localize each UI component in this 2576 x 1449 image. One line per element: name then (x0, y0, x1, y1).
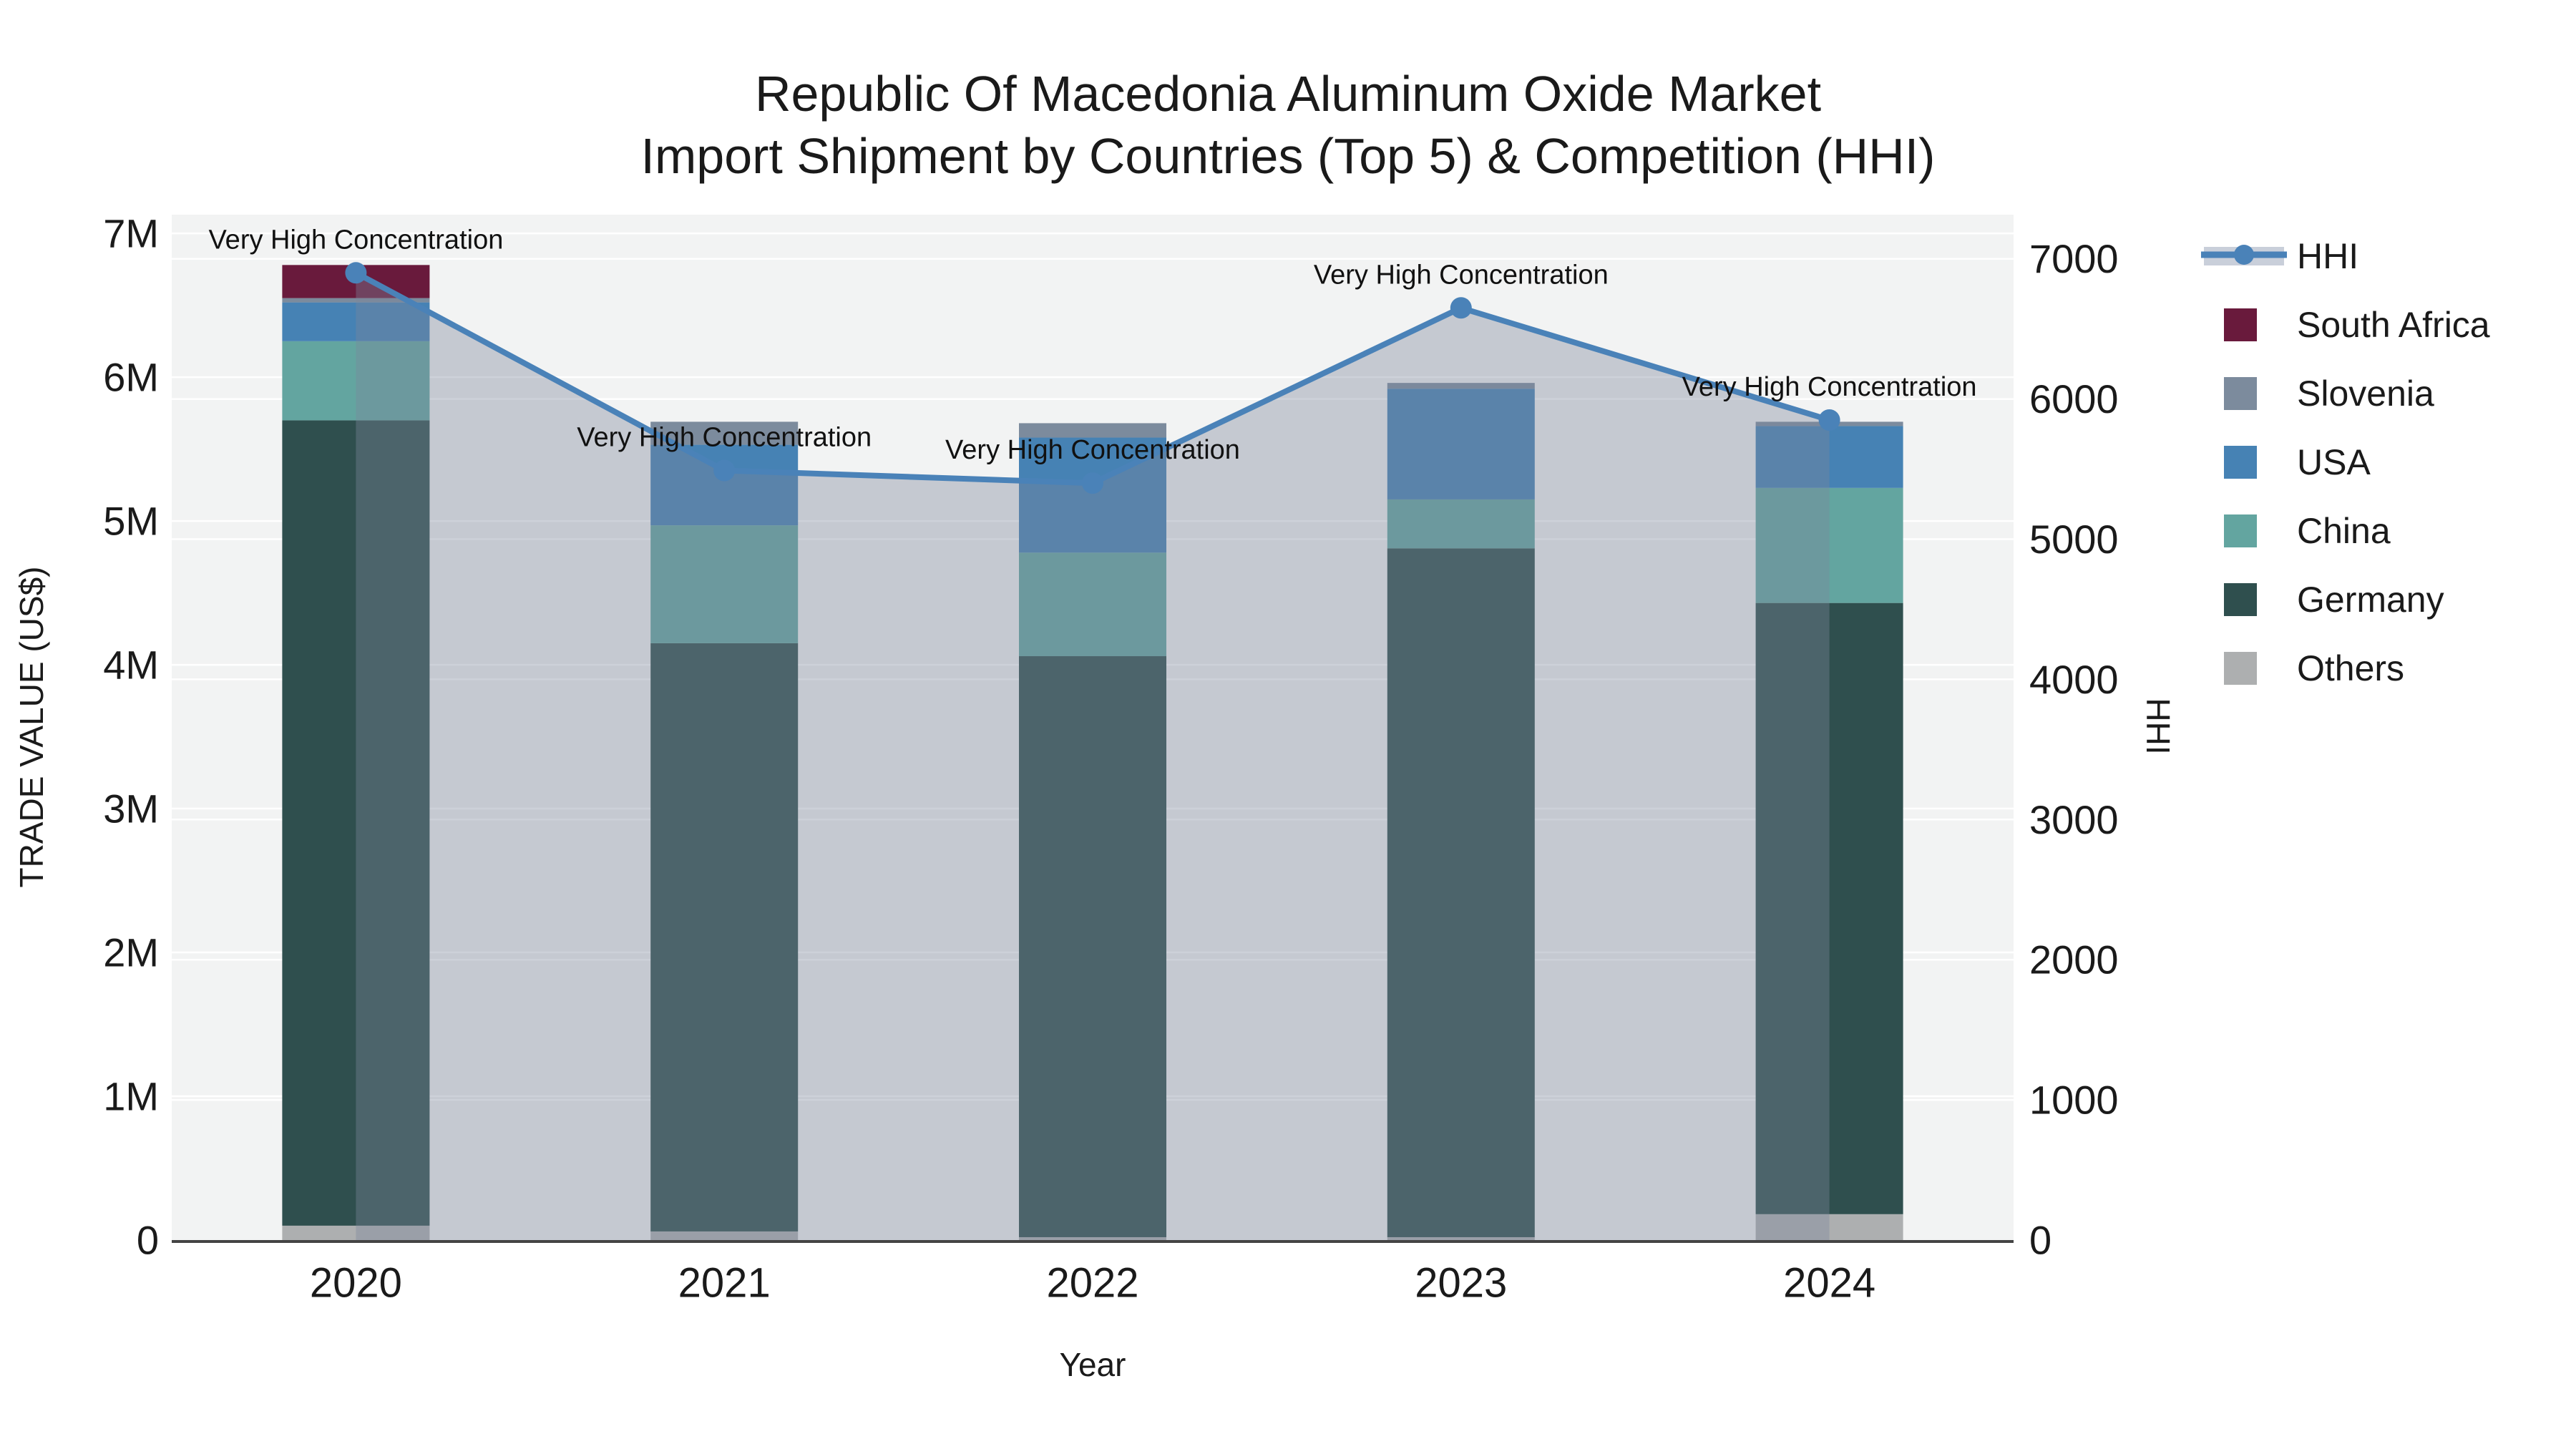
right-tick-5000: 5000 (2029, 517, 2119, 562)
plot-layer-line (345, 262, 1840, 494)
bar-2020-germany[interactable] (282, 420, 430, 1226)
legend-swatch-usa (2224, 446, 2257, 479)
bar-2021-others[interactable] (650, 1231, 799, 1240)
bar-2020-others[interactable] (282, 1225, 430, 1240)
hhi-legend-marker-icon (2234, 245, 2254, 265)
bar-2021-china[interactable] (650, 525, 799, 643)
annotation-2024: Very High Concentration (1682, 372, 1977, 402)
hhi-point-2020[interactable] (345, 262, 367, 284)
bar-2022-china[interactable] (1019, 552, 1166, 657)
annotation-2021: Very High Concentration (577, 423, 872, 453)
right-tick-2000: 2000 (2029, 937, 2119, 982)
hhi-point-2021[interactable] (713, 459, 736, 482)
legend-item-germany[interactable]: Germany (2224, 580, 2444, 620)
left-tick-2M: 2M (103, 930, 159, 975)
right-tick-4000: 4000 (2029, 657, 2119, 702)
right-tick-0: 0 (2029, 1218, 2051, 1263)
x-tick-2024: 2024 (1783, 1260, 1875, 1307)
bar-2024-germany[interactable] (1755, 602, 1903, 1214)
right-tick-6000: 6000 (2029, 376, 2119, 421)
legend-item-hhi[interactable]: HHI (2201, 236, 2358, 276)
left-tick-7M: 7M (103, 211, 159, 256)
left-tick-6M: 6M (103, 355, 159, 400)
legend-label-others: Others (2297, 648, 2404, 688)
bar-2023-germany[interactable] (1387, 548, 1535, 1237)
bar-2023-usa[interactable] (1387, 389, 1535, 499)
chart-title-line2: Import Shipment by Countries (Top 5) & C… (641, 128, 1936, 184)
legend-swatch-south-africa (2224, 308, 2257, 341)
legend-item-slovenia[interactable]: Slovenia (2224, 374, 2434, 414)
right-axis-title: HHI (2140, 698, 2177, 754)
bar-2020-usa[interactable] (282, 302, 430, 341)
bar-2020-china[interactable] (282, 341, 430, 421)
chart-title-line1: Republic Of Macedonia Aluminum Oxide Mar… (755, 66, 1821, 122)
bar-2024-usa[interactable] (1755, 426, 1903, 488)
legend-label-germany: Germany (2297, 580, 2444, 620)
left-tick-5M: 5M (103, 499, 159, 544)
bar-2023-china[interactable] (1387, 499, 1535, 549)
bar-2021-usa[interactable] (650, 444, 799, 526)
right-tick-7000: 7000 (2029, 236, 2119, 281)
hhi-point-2024[interactable] (1818, 409, 1840, 431)
plot-layer-area (356, 273, 1830, 1241)
left-tick-4M: 4M (103, 643, 159, 688)
legend-swatch-slovenia (2224, 377, 2257, 410)
legend-swatch-others (2224, 652, 2257, 685)
x-tick-2022: 2022 (1046, 1260, 1138, 1307)
legend-label-slovenia: Slovenia (2297, 374, 2434, 414)
x-axis-title: Year (1060, 1346, 1126, 1383)
bar-2020-slovenia[interactable] (282, 298, 430, 303)
plot-layer-ticklabels: 0 1M 2M 3M 4M 5M 6M 7M 0 1000 2000 3000 4000 5000 6000… (103, 211, 2118, 1307)
x-tick-2020: 2020 (310, 1260, 402, 1307)
bar-2022-slovenia[interactable] (1019, 423, 1166, 438)
bar-2024-others[interactable] (1755, 1214, 1903, 1240)
bar-2022-germany[interactable] (1019, 656, 1166, 1237)
hhi-point-2023[interactable] (1450, 297, 1472, 319)
legend-label-hhi: HHI (2297, 236, 2358, 276)
right-tick-3000: 3000 (2029, 797, 2119, 842)
plot-layer-bars (282, 265, 1903, 1240)
bar-2023-slovenia[interactable] (1387, 383, 1535, 389)
bar-2021-germany[interactable] (650, 643, 799, 1231)
legend-item-china[interactable]: China (2224, 511, 2391, 551)
legend-item-usa[interactable]: USA (2224, 442, 2371, 482)
legend-swatch-china (2224, 514, 2257, 547)
legend-item-south-africa[interactable]: South Africa (2224, 305, 2490, 345)
legend-label-south-africa: South Africa (2297, 305, 2490, 345)
legend-item-others[interactable]: Others (2224, 648, 2404, 688)
hhi-point-2022[interactable] (1082, 472, 1103, 494)
legend-swatch-germany (2224, 583, 2257, 616)
hhi-area-fill (356, 273, 1830, 1241)
annotation-2020: Very High Concentration (208, 225, 503, 255)
bar-2024-china[interactable] (1755, 487, 1903, 603)
legend: HHI South Africa Slovenia USA China Germany Ot… (2201, 236, 2490, 688)
legend-label-china: China (2297, 511, 2391, 551)
annotation-2022: Very High Concentration (945, 435, 1240, 465)
right-tick-1000: 1000 (2029, 1078, 2119, 1123)
plot-layer-annotations: Very High Concentration Very High Concent… (208, 225, 1976, 465)
left-tick-1M: 1M (103, 1074, 159, 1119)
left-tick-3M: 3M (103, 786, 159, 831)
x-tick-2023: 2023 (1415, 1260, 1507, 1307)
bar-2023-others[interactable] (1387, 1236, 1535, 1240)
bar-2022-others[interactable] (1019, 1236, 1166, 1240)
x-tick-2021: 2021 (678, 1260, 771, 1307)
legend-label-usa: USA (2297, 442, 2371, 482)
left-axis-title: TRADE VALUE (US$) (13, 566, 50, 887)
annotation-2023: Very High Concentration (1314, 260, 1609, 290)
left-tick-0: 0 (137, 1218, 159, 1263)
